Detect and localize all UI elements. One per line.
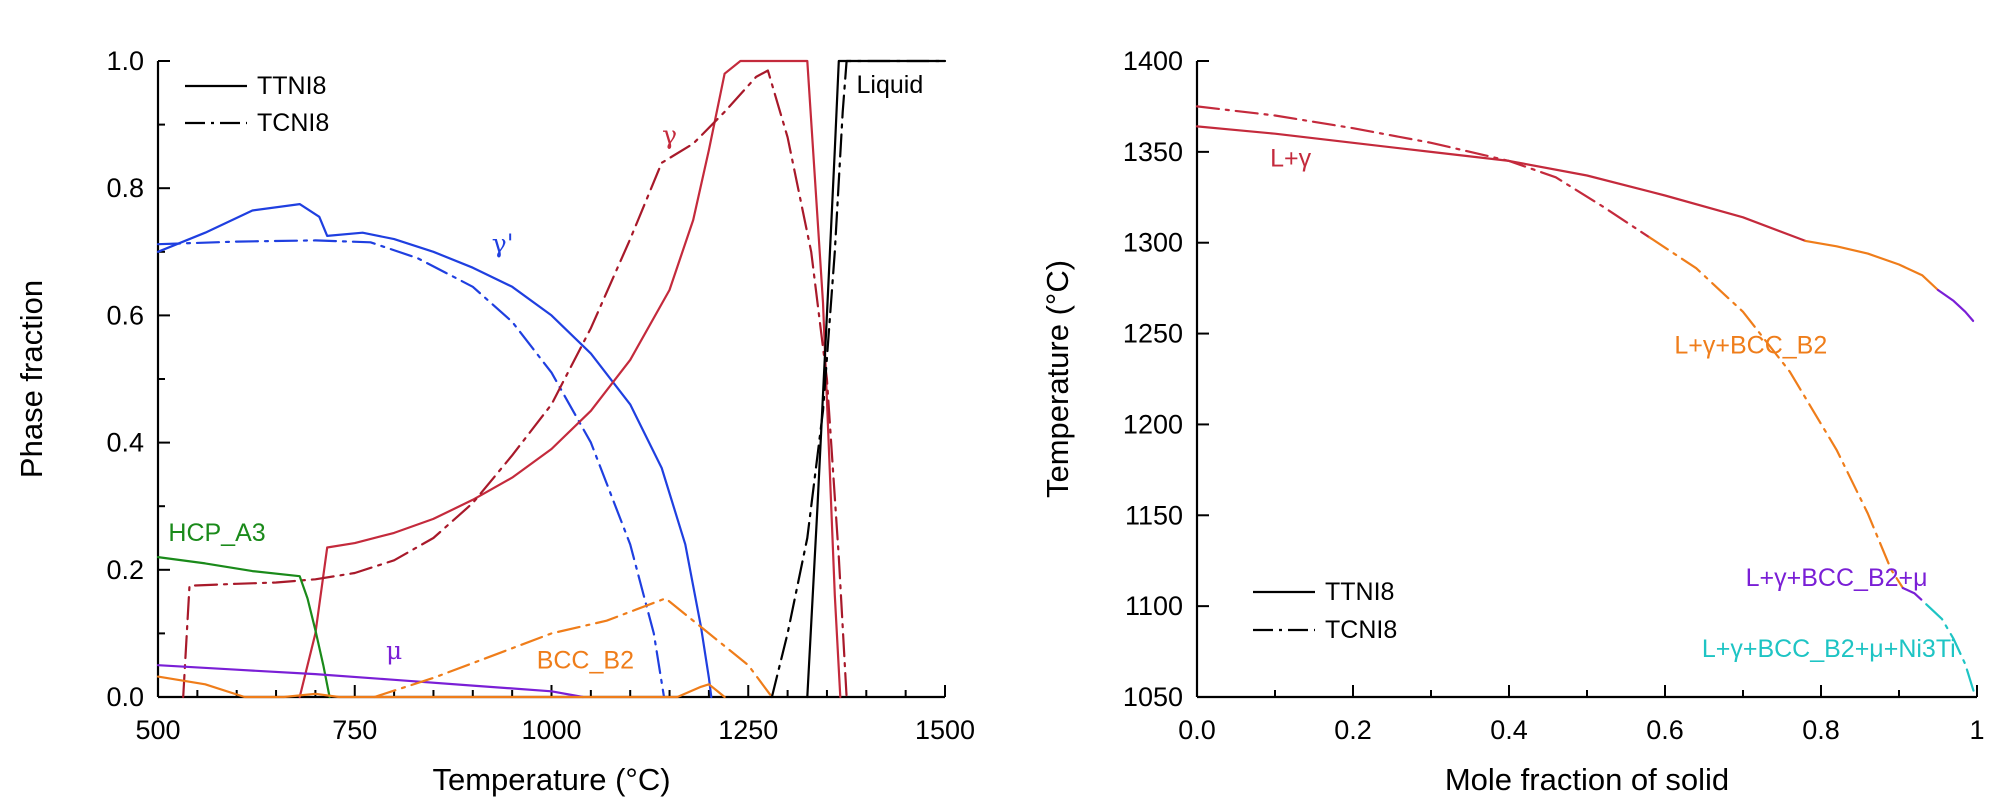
series-line-5 — [1901, 586, 1928, 606]
series-line-4 — [156, 556, 331, 699]
x-tick-label: 0.4 — [1490, 715, 1528, 745]
series-line-6 — [1925, 603, 1977, 699]
series-line-5 — [156, 664, 585, 699]
y-tick-label: 0.6 — [106, 300, 144, 330]
y-tick-label: 1050 — [1123, 682, 1183, 712]
series-line-3 — [182, 69, 848, 699]
y-tick-label: 1400 — [1123, 46, 1183, 76]
annotation-label: L+γ+BCC_B2+μ+Ni3Ti — [1702, 635, 1956, 663]
y-tick-label: 1.0 — [106, 46, 144, 76]
solidification-chart: 0.0 0.2 0.4 0.6 0.8 1 1050 1100 1150 1200 1250 1300… — [1040, 46, 1985, 797]
series-line-1 — [1804, 239, 1940, 292]
y-tick-label: 1300 — [1123, 228, 1183, 258]
y-tick-label: 1250 — [1123, 319, 1183, 349]
legend-label: TCNI8 — [257, 109, 329, 137]
y-tick-label: 1150 — [1125, 500, 1183, 530]
annotation-label: L+γ+BCC_B2+μ — [1746, 564, 1928, 592]
x-tick-label: 750 — [332, 715, 377, 745]
annotation-label: γ — [662, 121, 677, 150]
x-axis-title: Temperature (°C) — [432, 762, 670, 797]
x-tick-label: 0.8 — [1802, 715, 1840, 745]
legend-label: TTNI8 — [257, 72, 326, 100]
annotation-label: HCP_A3 — [168, 519, 265, 547]
annotation-label: μ — [386, 636, 402, 665]
y-axis-title: Phase fraction — [14, 280, 49, 478]
series-line-2 — [298, 59, 842, 699]
x-tick-label: 0.2 — [1334, 715, 1372, 745]
y-tick-label: 0.8 — [106, 173, 144, 203]
annotation-label: L+γ+BCC_B2 — [1674, 332, 1827, 360]
series-line-2 — [1936, 288, 1975, 322]
series-line-6 — [156, 675, 726, 699]
series-line-8 — [806, 59, 947, 699]
series-line-3 — [1195, 105, 1651, 239]
x-tick-label: 1000 — [521, 715, 581, 745]
x-tick-label: 0.0 — [1178, 715, 1216, 745]
x-axis-title: Mole fraction of solid — [1445, 762, 1729, 797]
series-line-7 — [373, 597, 773, 699]
y-tick-label: 0.4 — [106, 428, 144, 458]
annotation-label: Liquid — [857, 71, 924, 99]
annotation-label: L+γ — [1270, 144, 1312, 172]
x-tick-label: 500 — [135, 715, 180, 745]
y-axis-title: Temperature (°C) — [1040, 260, 1075, 498]
x-tick-label: 1500 — [915, 715, 975, 745]
series-line-1 — [156, 239, 666, 699]
series-line-9 — [770, 59, 947, 699]
legend-label: TTNI8 — [1325, 578, 1394, 606]
y-tick-label: 1200 — [1123, 409, 1183, 439]
y-tick-label: 0.0 — [106, 682, 144, 712]
series-line-0 — [156, 203, 713, 699]
x-tick-label: 1250 — [718, 715, 778, 745]
y-tick-label: 1100 — [1125, 591, 1183, 621]
series-line-4 — [1648, 236, 1904, 590]
legend-label: TCNI8 — [1325, 616, 1397, 644]
annotation-label: γ' — [492, 229, 514, 258]
annotation-label: BCC_B2 — [537, 646, 634, 674]
y-tick-label: 1350 — [1123, 137, 1183, 167]
phase-fraction-chart: 500 750 1000 1250 1500 0.0 0.2 0.4 0.6 0.8 1.0 Temp… — [14, 46, 975, 797]
x-tick-label: 1 — [1969, 715, 1984, 745]
y-tick-label: 0.2 — [106, 555, 144, 585]
x-tick-label: 0.6 — [1646, 715, 1684, 745]
